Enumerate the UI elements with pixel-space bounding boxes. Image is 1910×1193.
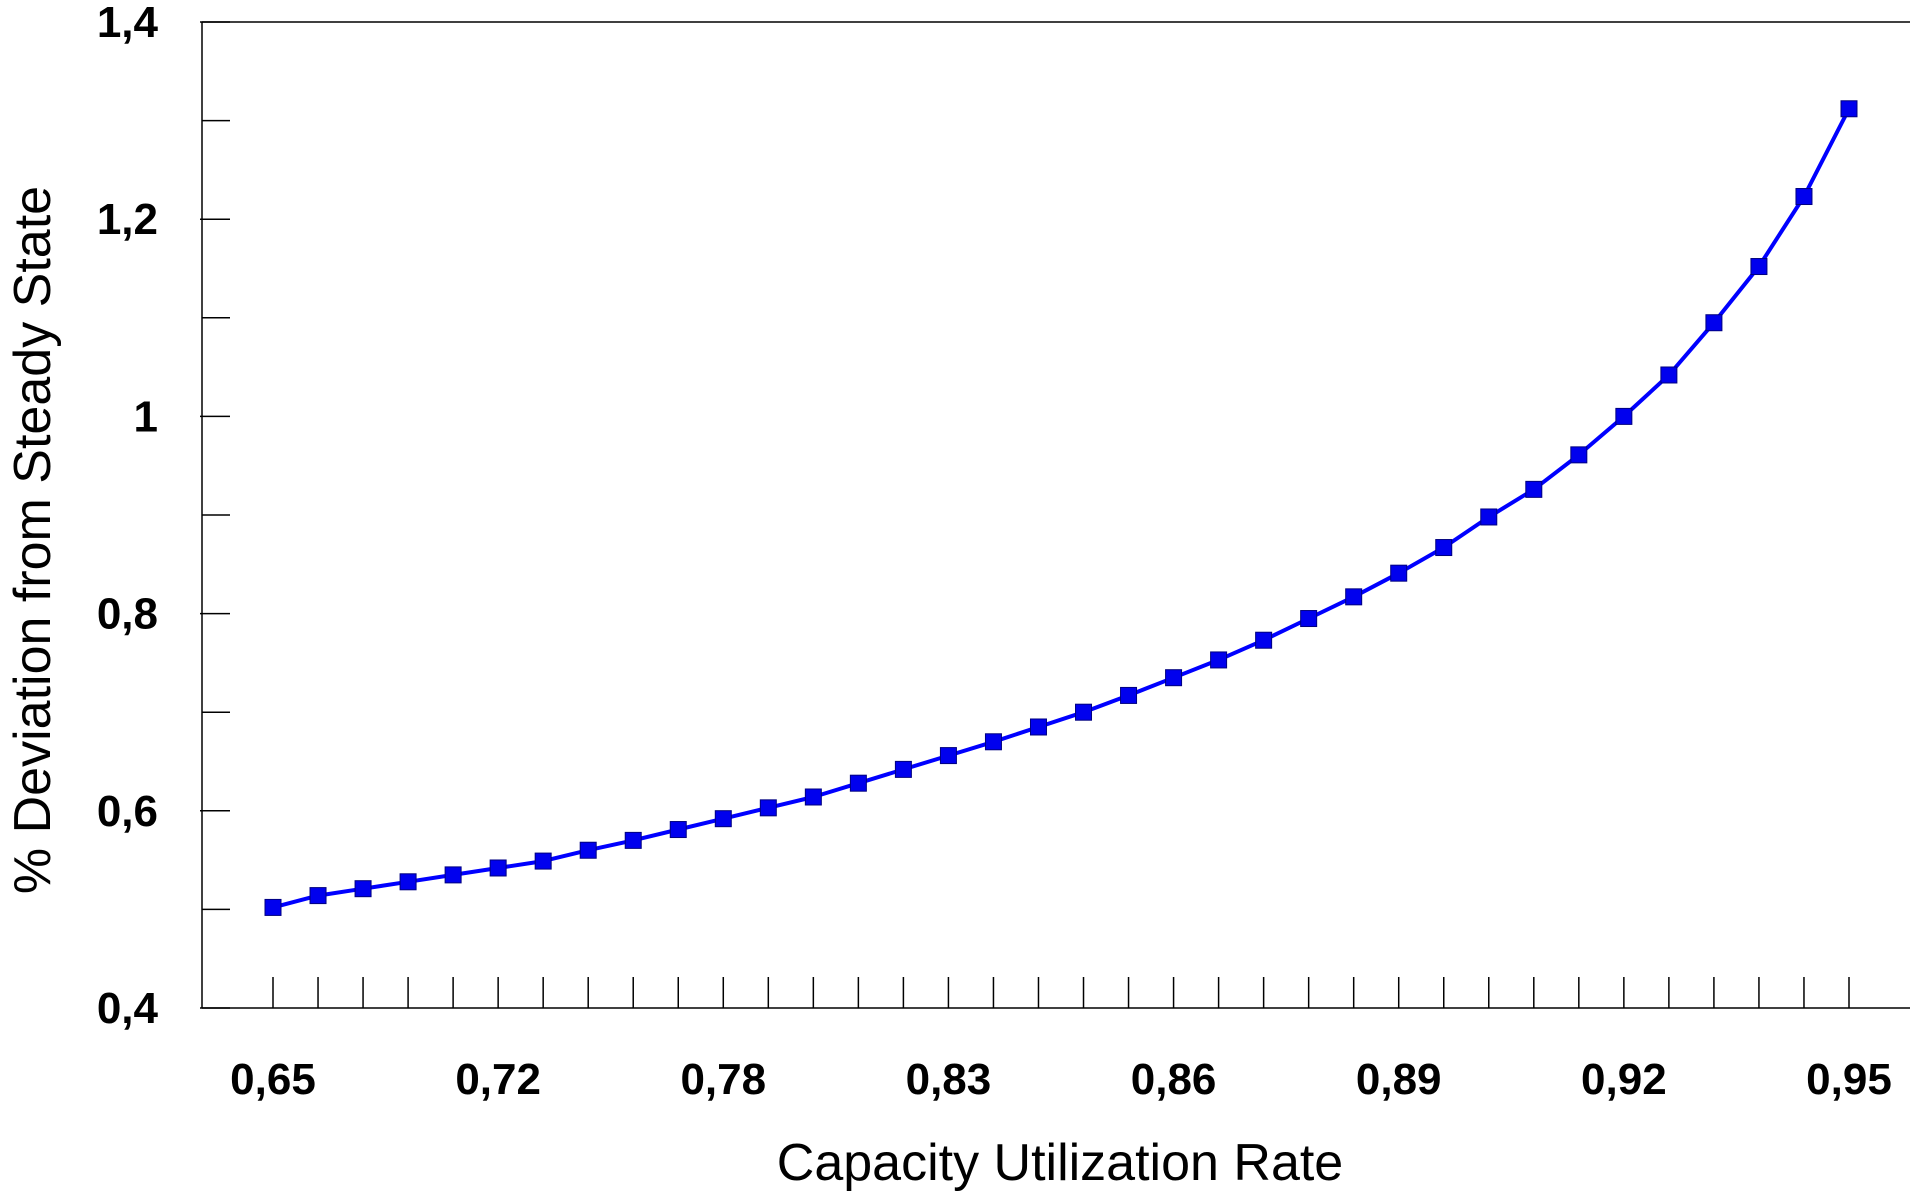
data-point-marker bbox=[624, 831, 642, 849]
y-tick-label: 0,4 bbox=[97, 984, 159, 1033]
plot-frame bbox=[201, 21, 1910, 1009]
data-point-marker bbox=[399, 873, 417, 891]
data-point-marker bbox=[579, 841, 597, 859]
y-tick-label: 0,8 bbox=[97, 590, 158, 639]
series-line bbox=[272, 107, 1851, 910]
data-point-marker bbox=[1795, 188, 1813, 206]
data-point-marker bbox=[1615, 407, 1633, 425]
x-axis-label: Capacity Utilization Rate bbox=[777, 1134, 1343, 1192]
x-ticks: 0,65 0,72 0,78 0,83 0,86 0,89 0,92 0,95 bbox=[230, 977, 1892, 1104]
data-point-marker bbox=[1840, 100, 1858, 118]
data-point-marker bbox=[714, 810, 732, 828]
x-tick-label: 0,89 bbox=[1356, 1055, 1442, 1104]
series-group bbox=[264, 100, 1858, 916]
data-point-marker bbox=[1750, 258, 1768, 276]
data-point-marker bbox=[894, 760, 912, 778]
data-point-marker bbox=[939, 747, 957, 765]
x-tick-label: 0,83 bbox=[906, 1055, 992, 1104]
data-point-marker bbox=[534, 852, 552, 870]
data-point-marker bbox=[1210, 651, 1228, 669]
data-point-marker bbox=[264, 898, 282, 916]
x-tick-label: 0,95 bbox=[1806, 1055, 1892, 1104]
data-point-marker bbox=[1120, 686, 1138, 704]
x-tick-label: 0,72 bbox=[455, 1055, 541, 1104]
data-point-marker bbox=[804, 788, 822, 806]
data-point-marker bbox=[849, 774, 867, 792]
data-point-marker bbox=[759, 799, 777, 817]
data-point-marker bbox=[354, 880, 372, 898]
y-tick-label: 1 bbox=[134, 392, 158, 441]
data-point-marker bbox=[444, 866, 462, 884]
y-tick-label: 0,6 bbox=[97, 787, 158, 836]
data-point-marker bbox=[1705, 314, 1723, 332]
y-ticks: 1,4 1,2 1 0,8 0,6 0,4 bbox=[97, 0, 230, 1033]
x-tick-label: 0,65 bbox=[230, 1055, 316, 1104]
x-tick-label: 0,78 bbox=[680, 1055, 766, 1104]
data-point-marker bbox=[1029, 718, 1047, 736]
data-point-marker bbox=[1255, 631, 1273, 649]
data-point-marker bbox=[1390, 564, 1408, 582]
data-point-marker bbox=[1525, 480, 1543, 498]
data-point-marker bbox=[1570, 446, 1588, 464]
data-point-marker bbox=[1075, 703, 1093, 721]
data-point-marker bbox=[1480, 508, 1498, 526]
data-point-marker bbox=[309, 887, 327, 905]
data-point-marker bbox=[1435, 539, 1453, 557]
x-tick-label: 0,92 bbox=[1581, 1055, 1667, 1104]
data-point-marker bbox=[669, 821, 687, 839]
data-point-marker bbox=[1660, 366, 1678, 384]
data-point-marker bbox=[489, 859, 507, 877]
y-tick-label: 1,2 bbox=[97, 195, 158, 244]
data-point-marker bbox=[1300, 610, 1318, 628]
y-axis-label: % Deviation from Steady State bbox=[4, 186, 62, 894]
data-point-marker bbox=[1345, 588, 1363, 606]
data-point-marker bbox=[1165, 669, 1183, 687]
x-tick-label: 0,86 bbox=[1131, 1055, 1217, 1104]
y-tick-label: 1,4 bbox=[97, 0, 159, 47]
data-point-marker bbox=[984, 733, 1002, 751]
